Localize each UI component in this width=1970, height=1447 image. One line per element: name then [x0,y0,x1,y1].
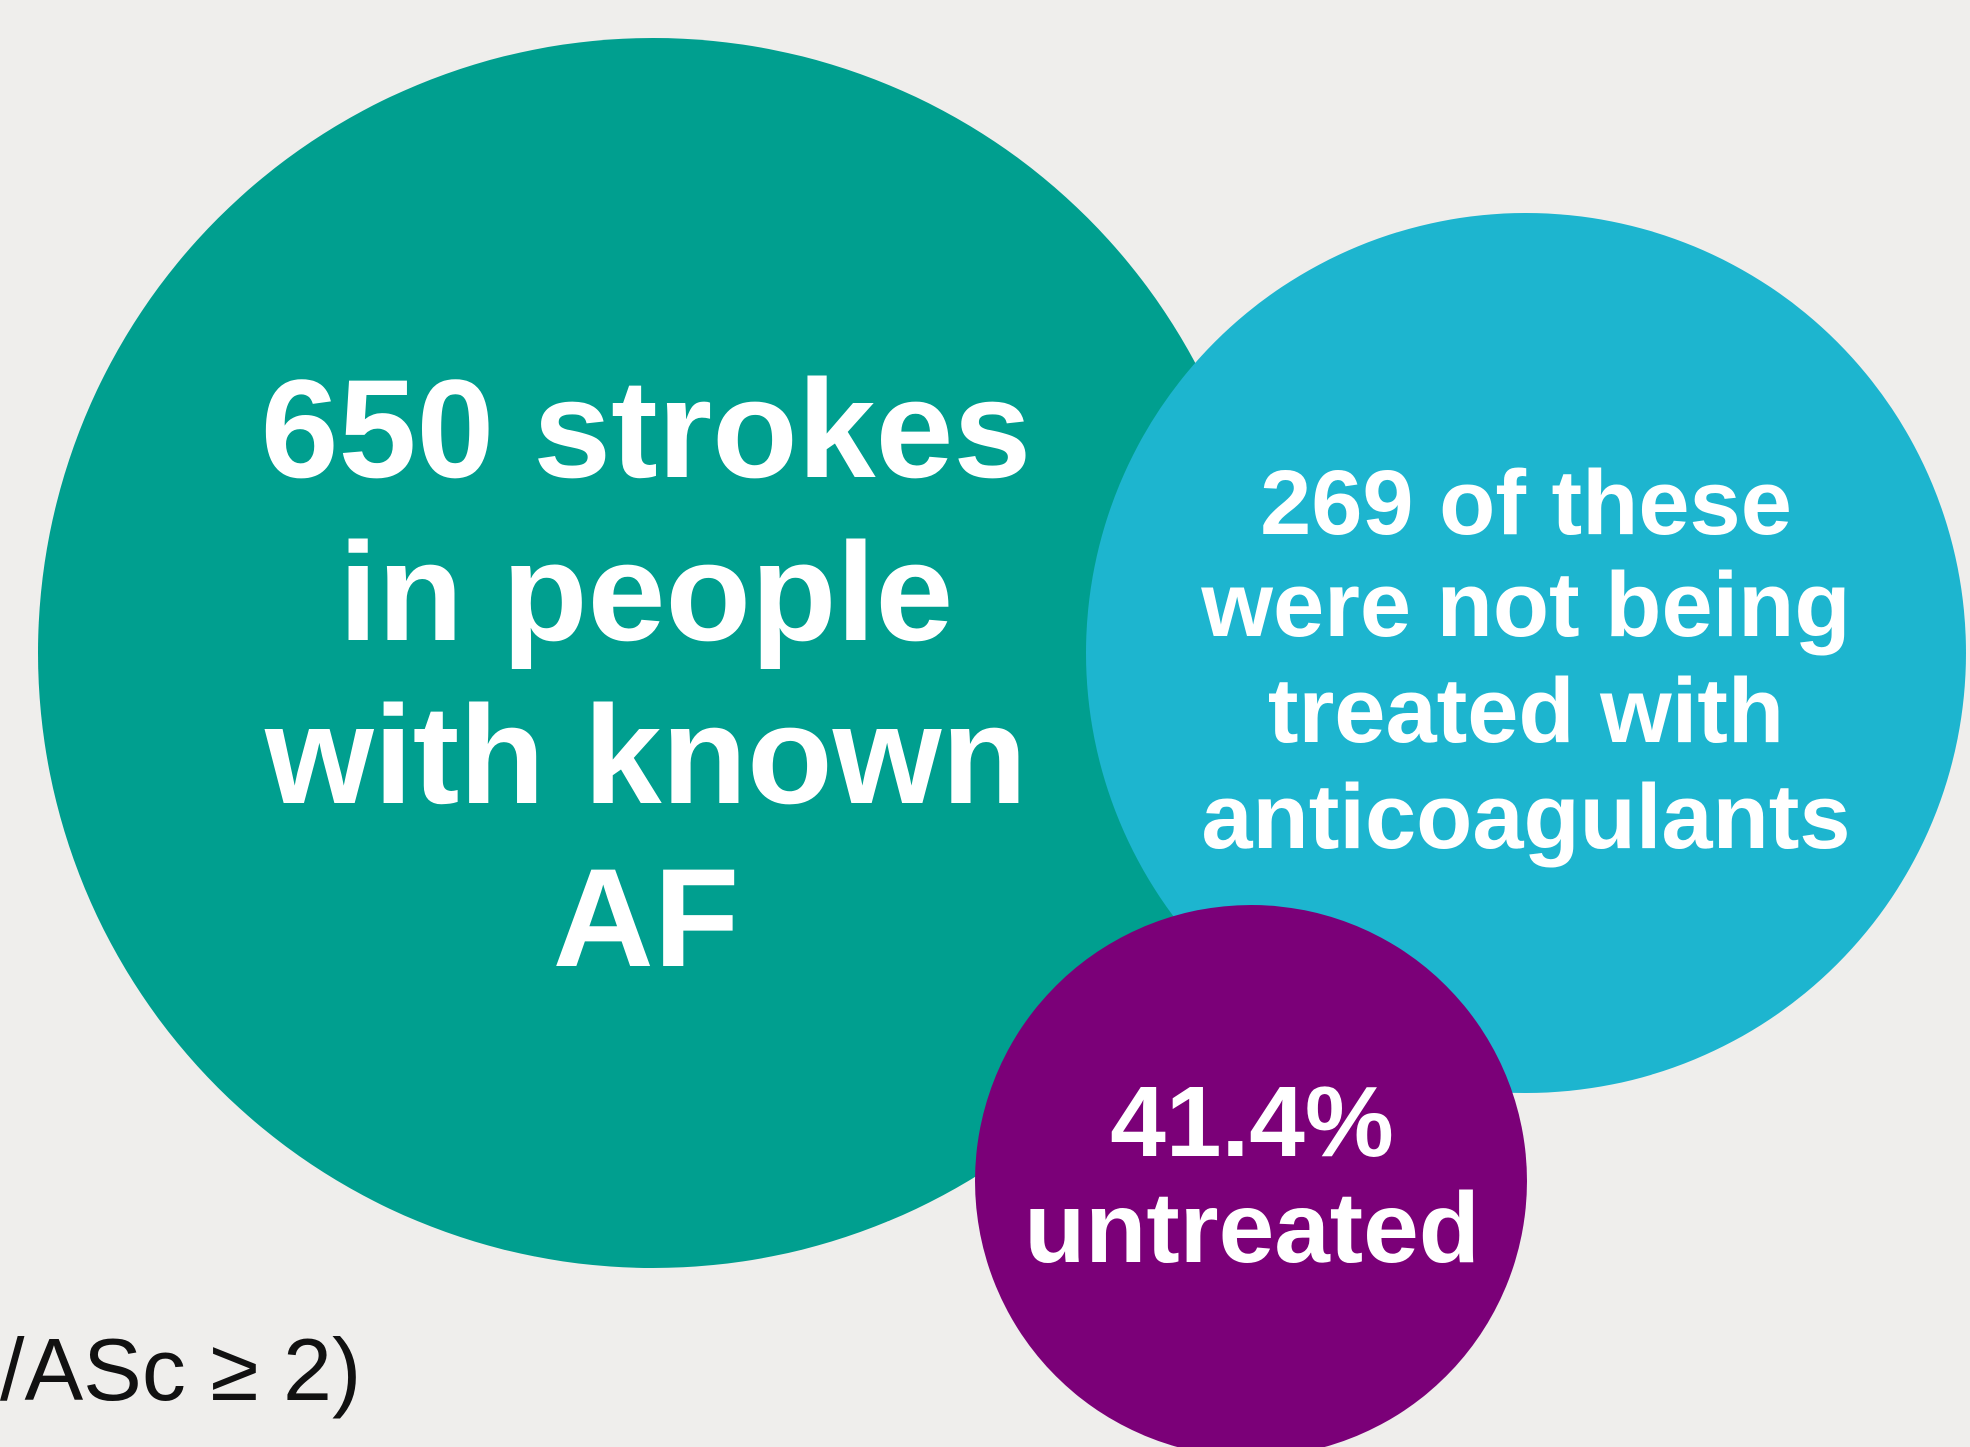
bubble-text: treated with [1268,660,1784,762]
purple-bubble [975,905,1527,1447]
bubble-text: in people [339,513,953,670]
footnote: /ASc ≥ 2) [0,1320,361,1419]
bubble-text: AF [553,839,740,996]
bubble-text: with known [264,676,1027,833]
bubble-text: anticoagulants [1201,766,1850,868]
bubble-text: 650 strokes [261,350,1032,507]
bubble-text: 269 of these [1260,452,1792,554]
teal-bubble [38,38,1268,1268]
bubble-text: were not being [1200,554,1850,656]
blue-bubble [1086,213,1966,1093]
bubble-text: untreated [1024,1172,1480,1284]
bubble-text: 41.4% [1110,1066,1394,1178]
